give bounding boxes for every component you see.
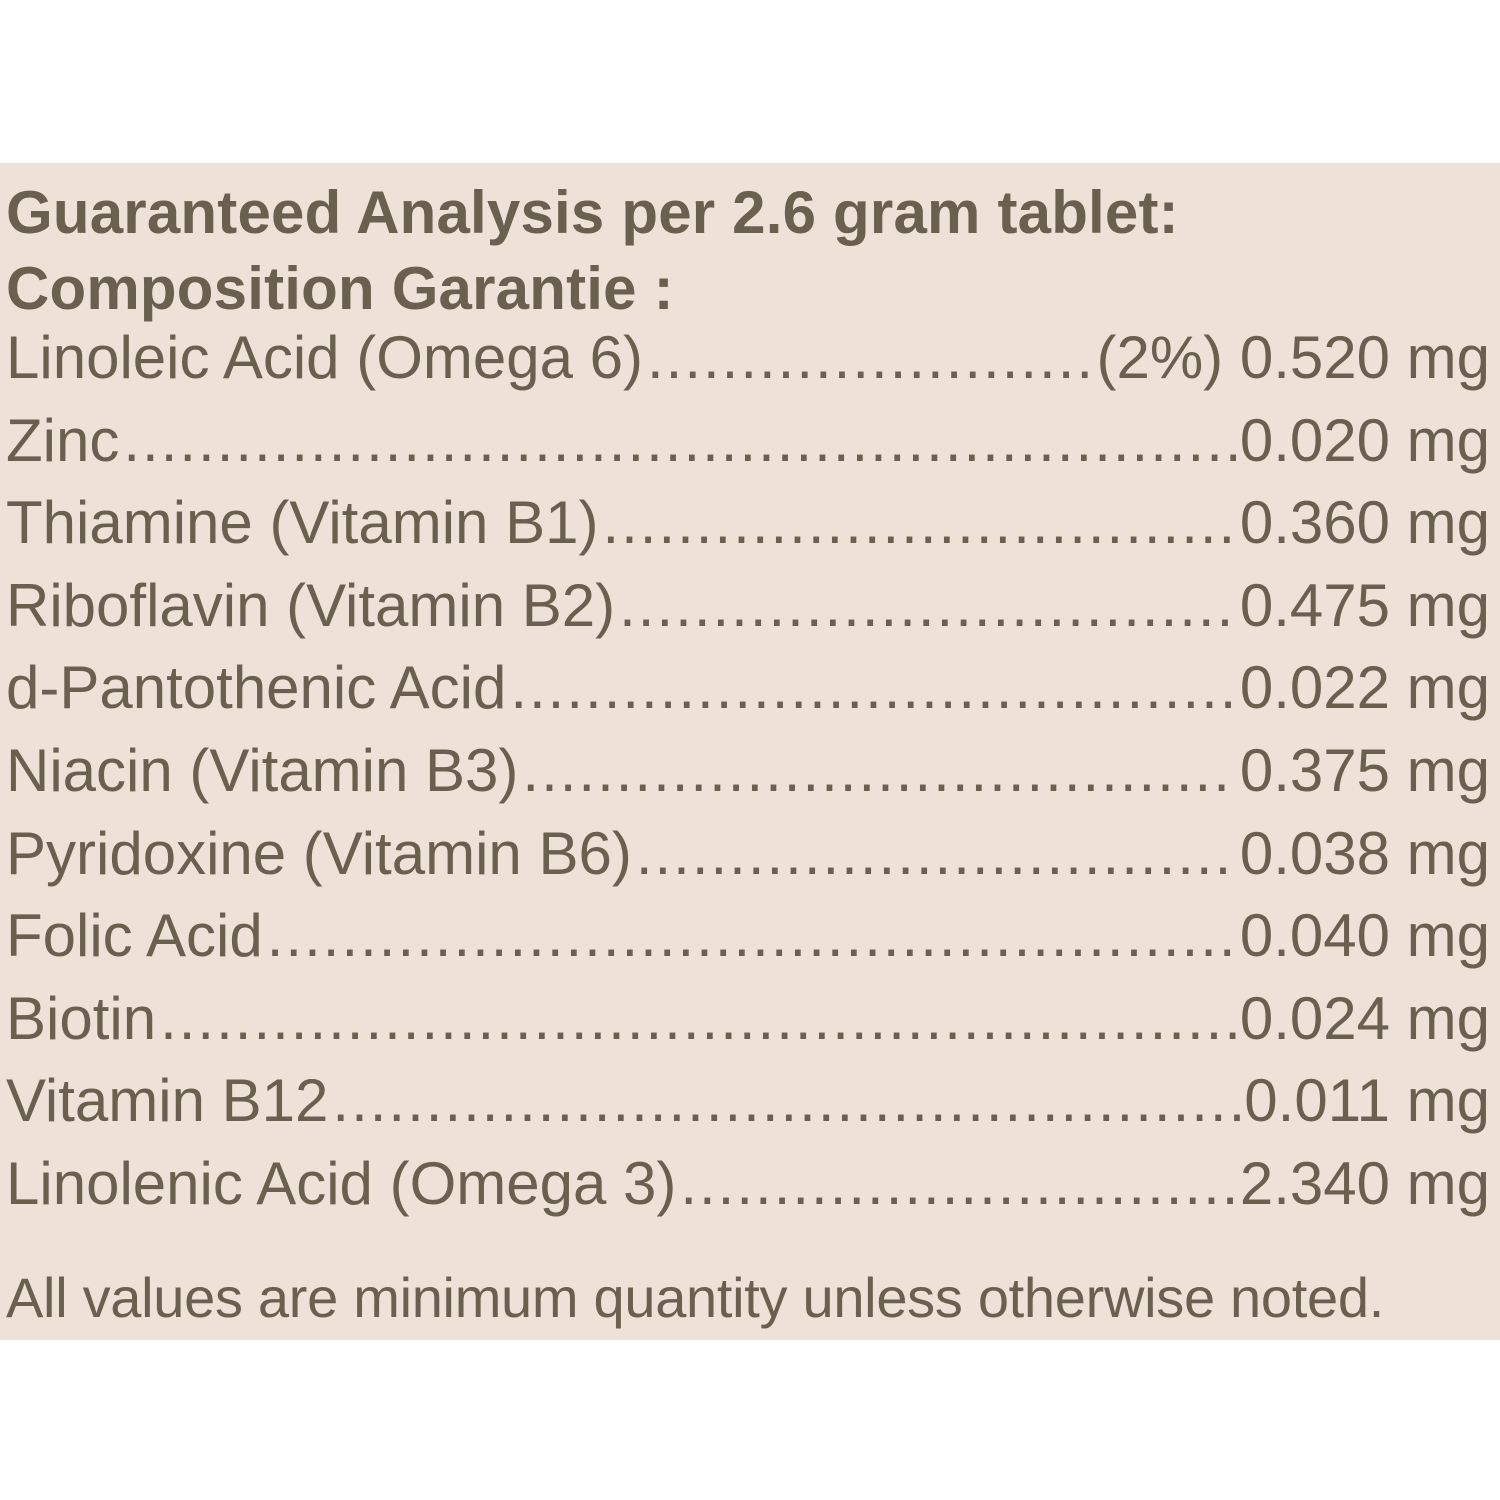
dot-leader xyxy=(267,906,1236,966)
table-row: Riboflavin (Vitamin B2) 0.475 mg xyxy=(6,571,1490,659)
nutrient-name: Riboflavin (Vitamin B2) xyxy=(6,571,616,639)
nutrient-value: 0.022 mg xyxy=(1239,654,1490,722)
table-row: Linoleic Acid (Omega 6)(2%) 0.520 mg xyxy=(6,328,1490,411)
nutrient-value: 0.024 mg xyxy=(1239,984,1490,1052)
table-row: Pyridoxine (Vitamin B6) 0.038 mg xyxy=(6,819,1490,907)
nutrient-value: (2%) 0.520 mg xyxy=(1096,324,1490,391)
nutrient-value: 2.340 mg xyxy=(1239,1149,1490,1217)
nutrient-value: 0.020 mg xyxy=(1239,406,1490,474)
table-row: d-Pantothenic Acid0.022 mg xyxy=(6,658,1490,741)
nutrient-value: 0.475 mg xyxy=(1239,571,1490,639)
table-row: Vitamin B120.011 mg xyxy=(6,1071,1490,1154)
table-row: Folic Acid0.040 mg xyxy=(6,906,1490,989)
dot-leader xyxy=(123,411,1235,471)
nutrient-name: Linoleic Acid (Omega 6) xyxy=(6,324,643,391)
nutrient-value: 0.375 mg xyxy=(1239,736,1490,804)
nutrient-name: Niacin (Vitamin B3) xyxy=(6,736,519,804)
analysis-table: Linoleic Acid (Omega 6)(2%) 0.520 mgZinc… xyxy=(6,328,1490,1237)
dot-leader xyxy=(647,328,1093,388)
table-row: Linolenic Acid (Omega 3) 2.340 mg xyxy=(6,1149,1490,1237)
nutrient-value: 0.038 mg xyxy=(1239,819,1490,887)
nutrient-value: 0.011 mg xyxy=(1244,1067,1490,1135)
nutrient-name: Folic Acid xyxy=(6,902,263,970)
table-row: Biotin 0.024 mg xyxy=(6,984,1490,1072)
nutrient-name: Vitamin B12 xyxy=(6,1067,329,1135)
nutrient-name: Zinc xyxy=(6,406,120,474)
nutrient-value: 0.040 mg xyxy=(1239,902,1490,970)
title-french: Composition Garantie : xyxy=(6,255,674,322)
nutrient-name: Pyridoxine (Vitamin B6) xyxy=(6,819,632,887)
dot-leader xyxy=(619,576,1236,636)
table-row: Zinc 0.020 mg xyxy=(6,406,1490,494)
dot-leader xyxy=(510,658,1235,718)
dot-leader xyxy=(160,989,1236,1049)
dot-leader xyxy=(602,493,1235,553)
table-row: Thiamine (Vitamin B1)0.360 mg xyxy=(6,493,1490,576)
dot-leader xyxy=(332,1071,1240,1131)
nutrient-name: Thiamine (Vitamin B1) xyxy=(6,489,599,557)
nutrient-value: 0.360 mg xyxy=(1239,489,1490,557)
dot-leader xyxy=(522,741,1235,801)
nutrient-name: d-Pantothenic Acid xyxy=(6,654,507,722)
title-english: Guaranteed Analysis per 2.6 gram tablet: xyxy=(6,179,1179,246)
table-row: Niacin (Vitamin B3) 0.375 mg xyxy=(6,736,1490,824)
dot-leader xyxy=(636,824,1236,884)
nutrient-name: Biotin xyxy=(6,984,157,1052)
dot-leader xyxy=(680,1154,1235,1214)
nutrient-name: Linolenic Acid (Omega 3) xyxy=(6,1149,677,1217)
footnote: All values are minimum quantity unless o… xyxy=(6,1266,1384,1329)
